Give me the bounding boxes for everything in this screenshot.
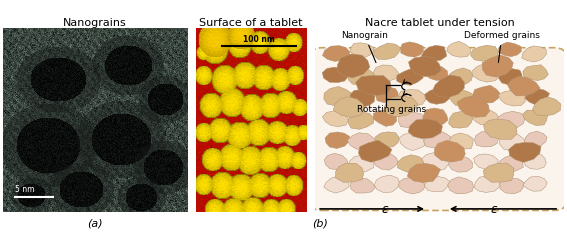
Polygon shape (475, 132, 498, 147)
Polygon shape (324, 87, 352, 106)
Text: (b): (b) (312, 219, 328, 228)
Polygon shape (447, 68, 473, 85)
Polygon shape (498, 90, 526, 106)
Polygon shape (425, 88, 450, 104)
Polygon shape (408, 119, 442, 139)
Polygon shape (497, 111, 525, 129)
Polygon shape (499, 69, 522, 85)
Polygon shape (482, 55, 513, 77)
Polygon shape (522, 110, 548, 126)
Polygon shape (374, 175, 400, 193)
Polygon shape (421, 45, 447, 61)
Polygon shape (473, 64, 500, 82)
Text: Deformed grains: Deformed grains (464, 31, 540, 62)
Polygon shape (399, 134, 425, 151)
Polygon shape (347, 133, 377, 150)
Polygon shape (422, 108, 448, 127)
Polygon shape (484, 119, 517, 139)
Polygon shape (407, 164, 441, 182)
Polygon shape (483, 163, 514, 182)
Polygon shape (350, 89, 375, 107)
Polygon shape (498, 42, 522, 57)
Polygon shape (497, 155, 523, 173)
Polygon shape (449, 133, 473, 149)
Polygon shape (349, 155, 374, 173)
Polygon shape (408, 56, 441, 77)
Polygon shape (507, 76, 540, 96)
Polygon shape (473, 154, 498, 169)
Polygon shape (424, 131, 452, 148)
Polygon shape (397, 69, 423, 85)
Polygon shape (333, 97, 365, 117)
Text: (a): (a) (87, 219, 103, 228)
Polygon shape (375, 132, 399, 148)
Polygon shape (425, 177, 450, 192)
Polygon shape (523, 65, 548, 80)
Polygon shape (472, 110, 500, 125)
Polygon shape (400, 42, 424, 57)
Text: 100 nm: 100 nm (243, 35, 275, 44)
Polygon shape (473, 85, 500, 103)
Polygon shape (500, 133, 526, 151)
Polygon shape (358, 140, 392, 162)
Text: ε: ε (491, 203, 498, 216)
Polygon shape (523, 176, 547, 191)
Polygon shape (471, 45, 498, 61)
Polygon shape (337, 54, 370, 78)
Text: 5 nm: 5 nm (15, 185, 34, 194)
Polygon shape (399, 177, 425, 194)
Text: ε: ε (381, 203, 388, 216)
Polygon shape (524, 131, 547, 148)
Polygon shape (373, 154, 398, 170)
Polygon shape (447, 177, 473, 194)
Polygon shape (509, 142, 541, 162)
Polygon shape (397, 155, 424, 173)
Text: Nanograin: Nanograin (341, 31, 388, 63)
Text: Rotating grains: Rotating grains (357, 105, 426, 114)
Polygon shape (374, 43, 400, 59)
Polygon shape (322, 67, 348, 83)
Polygon shape (524, 154, 546, 169)
Polygon shape (356, 76, 391, 96)
Polygon shape (399, 112, 425, 128)
Polygon shape (384, 96, 418, 117)
Polygon shape (323, 46, 350, 61)
Title: Surface of a tablet: Surface of a tablet (199, 17, 303, 28)
Polygon shape (474, 176, 500, 193)
Polygon shape (373, 110, 397, 126)
Polygon shape (324, 176, 349, 193)
Polygon shape (348, 68, 374, 85)
Polygon shape (500, 178, 524, 194)
Polygon shape (448, 156, 472, 172)
Polygon shape (350, 178, 375, 193)
Polygon shape (449, 89, 474, 106)
Polygon shape (432, 75, 464, 97)
Polygon shape (348, 112, 374, 129)
Polygon shape (324, 153, 349, 170)
Polygon shape (336, 163, 363, 182)
Polygon shape (325, 132, 349, 148)
Polygon shape (398, 90, 426, 106)
Polygon shape (424, 65, 448, 80)
Title: Nacre tablet under tension: Nacre tablet under tension (365, 17, 514, 28)
Polygon shape (350, 43, 374, 58)
Polygon shape (522, 46, 547, 62)
Polygon shape (434, 140, 466, 162)
Polygon shape (447, 41, 471, 57)
Polygon shape (532, 97, 561, 116)
Polygon shape (376, 87, 398, 103)
Polygon shape (448, 111, 473, 128)
Polygon shape (457, 96, 489, 117)
FancyBboxPatch shape (310, 48, 566, 211)
Polygon shape (525, 89, 549, 105)
Polygon shape (323, 111, 349, 127)
Title: Nanograins: Nanograins (63, 17, 127, 28)
Polygon shape (422, 153, 449, 171)
Polygon shape (374, 65, 399, 81)
